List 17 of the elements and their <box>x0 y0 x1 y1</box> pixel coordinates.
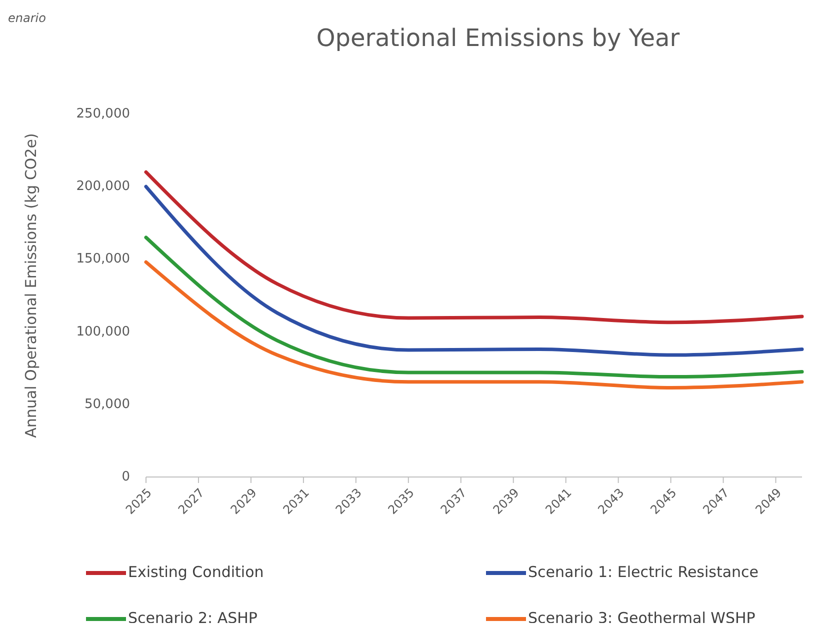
line-series <box>144 236 804 379</box>
text: enario <box>8 11 46 25</box>
y-tick-label: 200,000 <box>76 179 130 194</box>
y-tick-label: 100,000 <box>76 324 130 340</box>
y-tick-label: 0 <box>122 470 130 485</box>
legend-label: Scenario 2: ASHP <box>128 609 258 628</box>
y-tick-label: 250,000 <box>76 106 130 122</box>
line-series <box>144 260 804 390</box>
line-series <box>144 184 804 357</box>
y-tick-label: 150,000 <box>76 252 130 267</box>
y-tick-label: 50,000 <box>84 396 130 412</box>
chart-title: Operational Emissions by Year <box>316 24 680 52</box>
line-series <box>144 170 804 324</box>
legend-label: Scenario 1: Electric Resistance <box>528 563 759 582</box>
y-axis-title: Annual Operational Emissions (kg CO2e) <box>22 133 40 438</box>
legend-label: Scenario 3: Geothermal WSHP <box>528 609 756 628</box>
legend-label: Existing Condition <box>128 563 264 582</box>
